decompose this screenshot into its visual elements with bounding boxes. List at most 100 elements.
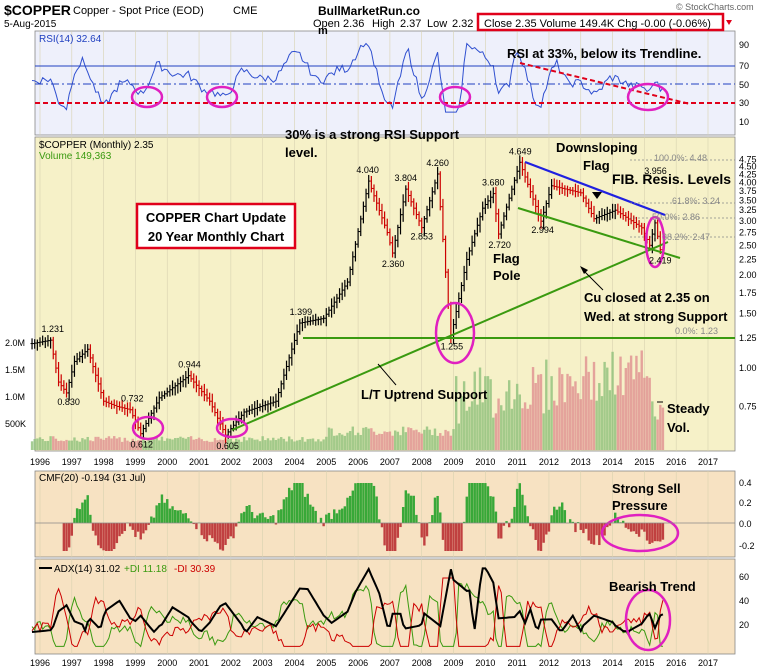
volume-bar (627, 362, 630, 450)
volume-bar (89, 440, 92, 450)
volume-bar (619, 356, 622, 450)
ann-flag-2: Pole (493, 268, 520, 283)
cmf-bar (367, 483, 370, 523)
volume-bar (592, 361, 596, 450)
flag-lower-line (517, 207, 681, 259)
cmf-bar (415, 514, 418, 523)
volume-bar (507, 380, 511, 450)
volume-bar (584, 356, 588, 450)
volume-bar (611, 351, 614, 450)
rsi-tick-50: 50 (739, 80, 749, 90)
x-tick-label: 2013 (571, 457, 591, 467)
cmf-bar (492, 496, 495, 523)
volume-bar (327, 427, 331, 450)
volume-bar (473, 371, 476, 450)
volume-bar (478, 367, 482, 450)
cmf-bar (346, 497, 349, 523)
cmf-bar (213, 523, 217, 542)
cmf-bar (295, 483, 299, 523)
header-date: 5-Aug-2015 (4, 19, 57, 30)
volume-bar (293, 441, 296, 450)
cmf-bar (500, 523, 503, 539)
volume-bar (242, 436, 246, 450)
cmf-bar (632, 523, 635, 532)
vol-tick-1-5m: 1.5M (5, 365, 25, 375)
adx-note: Bearish Trend (609, 579, 696, 594)
volume-bar (651, 401, 654, 450)
cmf-bar (232, 523, 235, 539)
cmf-bar (494, 511, 498, 523)
price-tick-label: 0.75 (739, 401, 757, 411)
volume-bar (489, 379, 492, 450)
volume-bar (526, 408, 529, 450)
volume-bar (425, 426, 429, 450)
x-tick-label: 2012 (539, 457, 559, 467)
volume-bar (195, 438, 198, 450)
volume-bar (343, 435, 347, 450)
cmf-bar (608, 523, 612, 526)
price-tick-label: 4.25 (739, 169, 757, 179)
price-tick-label: 2.00 (739, 270, 757, 280)
volume-bar (118, 437, 121, 450)
cmf-bar (311, 506, 315, 523)
volume-bar (78, 441, 81, 450)
x-tick-label: 1998 (94, 658, 114, 668)
volume-bar (614, 394, 617, 450)
cmf-bar (550, 515, 553, 523)
cmf-bar (380, 523, 384, 528)
cmf-bar (97, 523, 100, 546)
volume-bar (486, 376, 490, 450)
cmf-bar (253, 518, 256, 523)
volume-bar (173, 438, 177, 450)
cmf-bar (386, 523, 389, 551)
cmf-bar (282, 499, 286, 523)
rsi-tick-90: 90 (739, 40, 749, 50)
volume-bar (645, 376, 649, 450)
x-tick-label: 2014 (603, 457, 623, 467)
cmf-bar (134, 523, 137, 537)
x-tick-label: 1998 (94, 457, 114, 467)
arrow-icon (580, 266, 588, 274)
cmf-bar (412, 495, 415, 523)
volume-bar (81, 438, 84, 450)
cmf-bar (73, 517, 76, 523)
fib-title: FIB. Resis. Levels (612, 171, 731, 187)
volume-bar (476, 404, 479, 450)
price-tick-label: 2.75 (739, 228, 757, 238)
adx-circle (624, 588, 672, 652)
price-point-label: 3.956 (644, 166, 667, 176)
price-circle-2015 (644, 215, 666, 269)
cmf-bar (303, 496, 307, 523)
cmf-bar (561, 502, 564, 523)
rsi-trendline (519, 62, 691, 105)
ann-downsloping-1: Downsloping (556, 140, 638, 155)
volume-bar (412, 430, 415, 450)
volume-bar (568, 376, 572, 450)
header-open-label: Open (313, 18, 340, 30)
volume-bar (264, 440, 267, 450)
price-point-label: 2.419 (649, 256, 672, 266)
x-tick-label: 1996 (30, 658, 50, 668)
cmf-bar (287, 487, 291, 523)
cmf-bar (624, 523, 628, 528)
ann-cu-1: Cu closed at 2.35 on (584, 290, 710, 305)
x-tick-label: 2016 (666, 658, 686, 668)
price-tick-label: 1.50 (739, 309, 757, 319)
cmf-bar (258, 513, 262, 523)
cmf-bar (598, 523, 601, 546)
cmf-bar (640, 523, 643, 530)
price-tick-label: 2.50 (739, 240, 757, 250)
cmf-bar (330, 518, 333, 523)
cmf-bar (166, 499, 169, 523)
x-tick-label: 2009 (444, 658, 464, 668)
volume-bar (571, 386, 575, 450)
cmf-bar (460, 523, 463, 551)
cmf-bar (399, 523, 402, 528)
cmf-bar (568, 519, 572, 523)
cmf-bar (293, 483, 296, 523)
title-box-line-2: 20 Year Monthly Chart (148, 229, 285, 244)
cmf-bar (269, 516, 272, 523)
cmf-bar (388, 523, 392, 551)
volume-bar (163, 440, 166, 450)
volume-bar (245, 440, 248, 450)
